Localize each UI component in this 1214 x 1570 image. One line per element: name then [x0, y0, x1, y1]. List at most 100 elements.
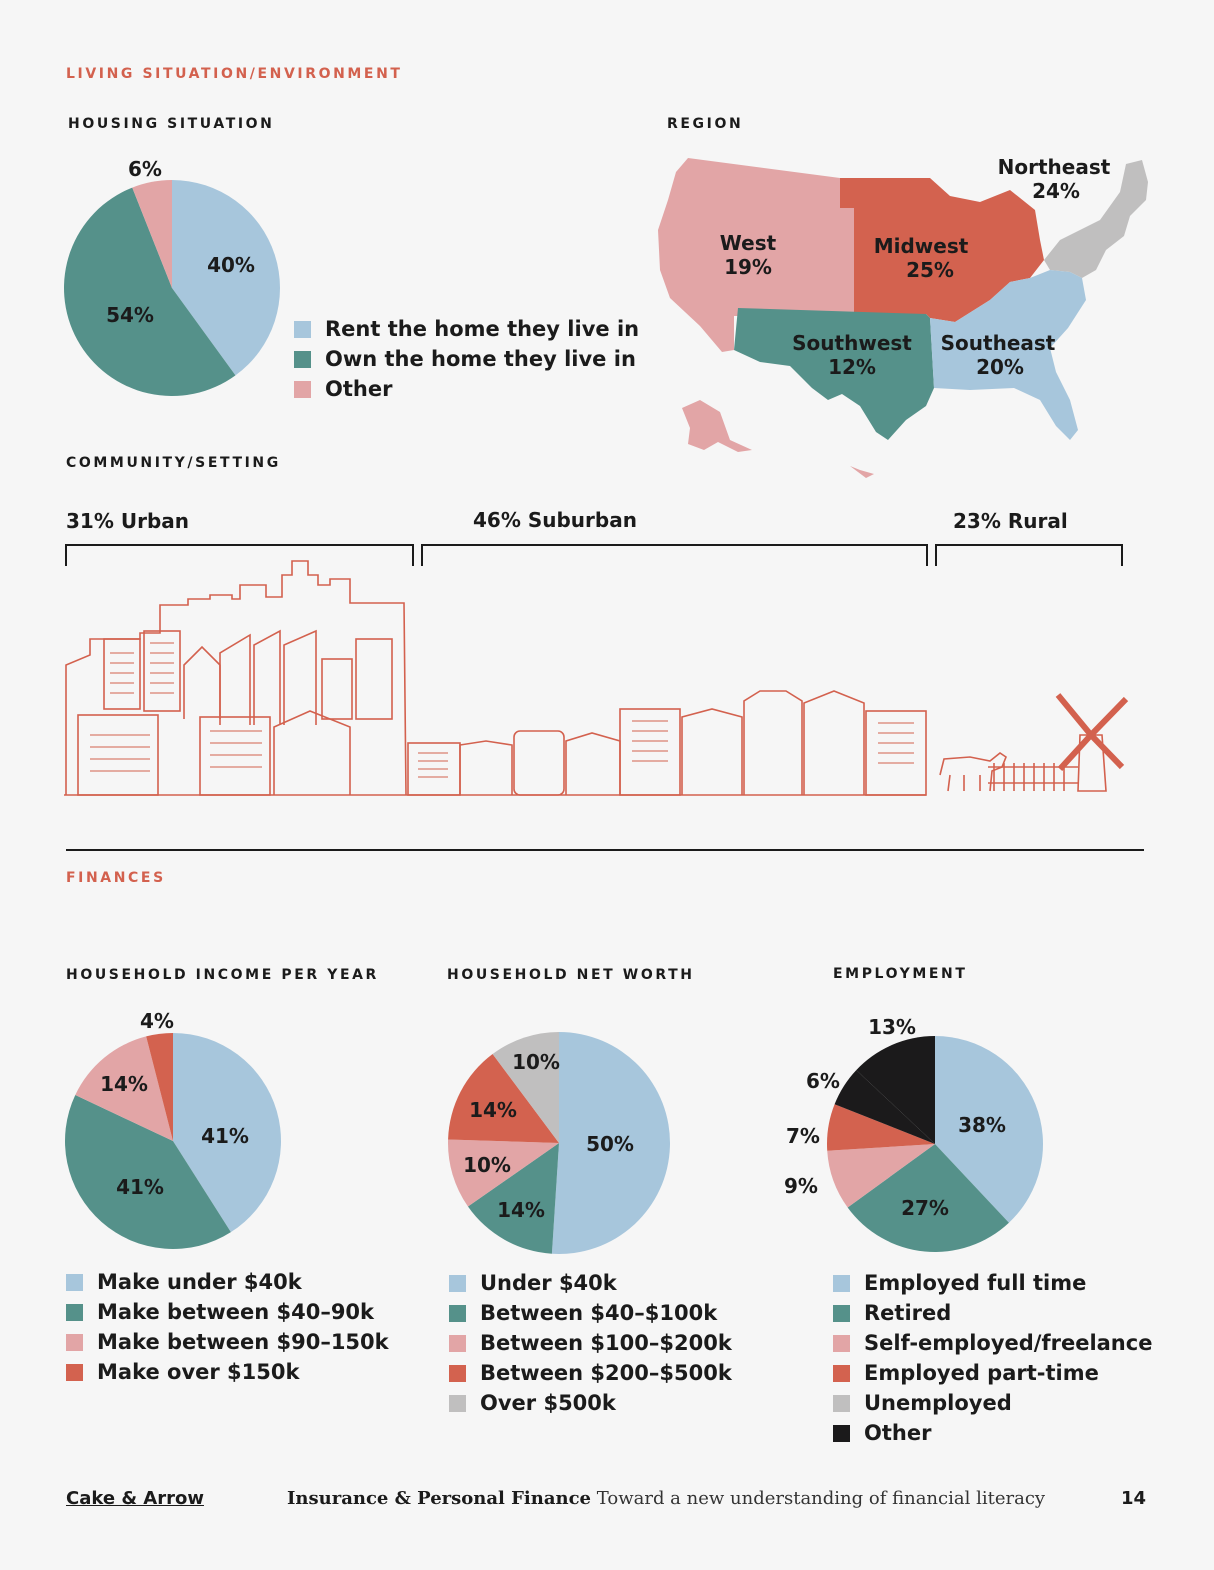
networth-label-1: 14%: [497, 1198, 545, 1222]
legend-swatch-pink: [449, 1334, 466, 1352]
networth-label-0: 50%: [586, 1132, 634, 1156]
section-title-finances: FINANCES: [66, 870, 166, 886]
legend-item: Rent the home they live in: [294, 314, 639, 344]
income-label-0: 41%: [201, 1124, 249, 1148]
housing-label-rent: 40%: [207, 253, 255, 277]
legend-swatch-blue: [294, 320, 311, 338]
rural-label: 23% Rural: [953, 509, 1068, 533]
legend-swatch-blue: [833, 1274, 850, 1292]
employment-label-3: 7%: [786, 1124, 820, 1148]
networth-slice-2: [448, 1139, 559, 1207]
employment-slice-3: [827, 1104, 935, 1151]
employment-slice-4: [834, 1070, 935, 1144]
legend-item: Make between $90–150k: [66, 1327, 389, 1357]
region-pct-midwest: 25%: [906, 258, 954, 282]
rural-bracket: [935, 544, 1123, 566]
employment-label-1: 27%: [901, 1196, 949, 1220]
networth-slice-1: [467, 1143, 559, 1254]
region-name-southwest: Southwest: [792, 331, 912, 355]
legend-item: Own the home they live in: [294, 344, 639, 374]
community-illustration: [64, 560, 1129, 796]
networth-title: HOUSEHOLD NET WORTH: [447, 967, 695, 983]
region-pct-northeast: 24%: [1032, 179, 1080, 203]
networth-pie: 50% 14% 10% 14% 10%: [448, 1032, 670, 1254]
income-slice-0: [173, 1033, 281, 1233]
legend-item: Unemployed: [833, 1388, 1152, 1418]
housing-pie: 40% 54% 6%: [64, 157, 280, 396]
region-pct-southeast: 20%: [976, 355, 1024, 379]
housing-legend: Rent the home they live in Own the home …: [294, 314, 639, 404]
employment-pie: 38% 27% 9% 7% 6% 13%: [784, 1015, 1043, 1252]
legend-swatch-pink: [66, 1333, 83, 1351]
legend-item: Retired: [833, 1298, 1152, 1328]
income-legend: Make under $40k Make between $40–90k Mak…: [66, 1267, 389, 1387]
employment-slice-0: [935, 1036, 1043, 1223]
legend-item: Between $200–$500k: [449, 1358, 732, 1388]
urban-skyline-illustration: [65, 560, 407, 796]
map-region-midwest: [840, 178, 1044, 322]
legend-item: Over $500k: [449, 1388, 732, 1418]
networth-label-4: 10%: [512, 1050, 560, 1074]
suburban-houses-illustration: [407, 690, 927, 796]
income-label-1: 41%: [116, 1175, 164, 1199]
legend-swatch-blue: [449, 1274, 466, 1292]
map-region-west: [658, 158, 854, 352]
income-pie: 41% 41% 14% 4%: [65, 1009, 281, 1249]
employment-slice-1: [847, 1144, 1009, 1252]
legend-swatch-red: [449, 1364, 466, 1382]
housing-slice-1: [64, 187, 236, 396]
rural-farm-illustration: [939, 693, 1129, 792]
legend-swatch-teal: [294, 350, 311, 368]
legend-swatch-black: [833, 1424, 850, 1442]
housing-title: HOUSING SITUATION: [68, 116, 275, 132]
footer-subtitle: Toward a new understanding of financial …: [596, 1488, 1046, 1509]
footer-brand[interactable]: Cake & Arrow: [66, 1488, 204, 1509]
legend-item: Under $40k: [449, 1268, 732, 1298]
legend-item: Make under $40k: [66, 1267, 389, 1297]
legend-swatch-teal: [449, 1304, 466, 1322]
income-slice-2: [75, 1036, 173, 1141]
region-title: REGION: [667, 116, 744, 132]
suburban-bracket: [421, 544, 928, 566]
community-title: COMMUNITY/SETTING: [66, 455, 281, 471]
housing-label-own: 54%: [106, 303, 154, 327]
legend-item: Between $40–$100k: [449, 1298, 732, 1328]
legend-swatch-pink: [833, 1334, 850, 1352]
income-slice-1: [65, 1095, 231, 1249]
urban-label: 31% Urban: [66, 509, 189, 533]
legend-swatch-red: [833, 1364, 850, 1382]
suburban-label: 46% Suburban: [473, 508, 637, 532]
legend-item: Make over $150k: [66, 1357, 389, 1387]
networth-label-3: 14%: [469, 1098, 517, 1122]
legend-swatch-pink: [294, 380, 311, 398]
housing-slice-2: [132, 180, 172, 288]
legend-swatch-teal: [66, 1303, 83, 1321]
section-title-living: LIVING SITUATION/ENVIRONMENT: [66, 66, 403, 82]
footer-title-line: Insurance & Personal Finance Toward a ne…: [287, 1488, 1045, 1509]
legend-swatch-blue: [66, 1273, 83, 1291]
legend-swatch-red: [66, 1363, 83, 1381]
legend-swatch-gray: [833, 1394, 850, 1412]
networth-slice-3: [448, 1054, 559, 1143]
legend-swatch-gray: [449, 1394, 466, 1412]
housing-slice-0: [172, 180, 280, 376]
region-name-midwest: Midwest: [874, 234, 969, 258]
networth-legend: Under $40k Between $40–$100k Between $10…: [449, 1268, 732, 1418]
legend-item: Employed part-time: [833, 1358, 1152, 1388]
legend-item: Employed full time: [833, 1268, 1152, 1298]
income-label-2: 14%: [100, 1072, 148, 1096]
income-label-3: 4%: [140, 1009, 174, 1033]
region-pct-southwest: 12%: [828, 355, 876, 379]
employment-label-4: 6%: [806, 1069, 840, 1093]
region-name-west: West: [720, 231, 777, 255]
housing-label-other: 6%: [128, 157, 162, 181]
legend-item: Make between $40–90k: [66, 1297, 389, 1327]
legend-item: Between $100–$200k: [449, 1328, 732, 1358]
window-patterns: [90, 642, 914, 778]
legend-item: Other: [833, 1418, 1152, 1448]
employment-title: EMPLOYMENT: [833, 966, 968, 982]
employment-label-2: 9%: [784, 1174, 818, 1198]
map-region-southeast: [930, 270, 1086, 440]
employment-legend: Employed full time Retired Self-employed…: [833, 1268, 1152, 1448]
networth-slice-4: [492, 1032, 559, 1143]
